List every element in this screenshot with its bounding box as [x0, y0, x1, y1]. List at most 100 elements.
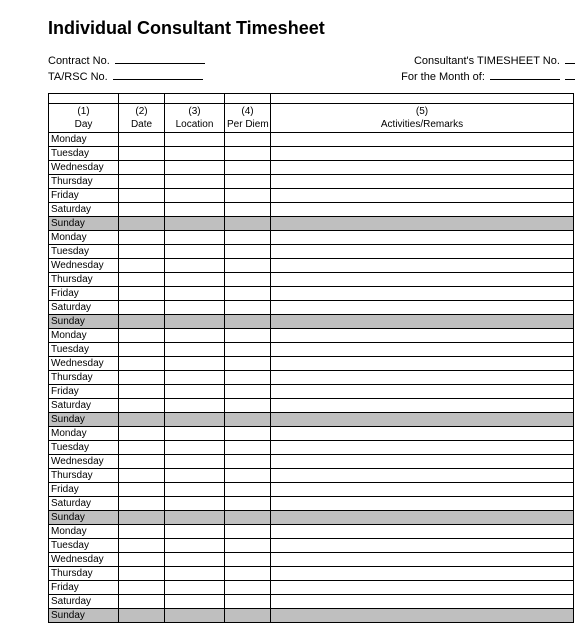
data-cell[interactable]	[119, 175, 165, 189]
data-cell[interactable]	[165, 343, 225, 357]
data-cell[interactable]	[165, 189, 225, 203]
data-cell[interactable]	[225, 385, 271, 399]
data-cell[interactable]	[165, 427, 225, 441]
data-cell[interactable]	[165, 525, 225, 539]
data-cell[interactable]	[271, 567, 574, 581]
data-cell[interactable]	[165, 455, 225, 469]
data-cell[interactable]	[165, 553, 225, 567]
data-cell[interactable]	[165, 371, 225, 385]
data-cell[interactable]	[271, 399, 574, 413]
data-cell[interactable]	[271, 609, 574, 623]
data-cell[interactable]	[271, 469, 574, 483]
data-cell[interactable]	[165, 315, 225, 329]
data-cell[interactable]	[225, 133, 271, 147]
data-cell[interactable]	[271, 581, 574, 595]
data-cell[interactable]	[225, 231, 271, 245]
data-cell[interactable]	[271, 511, 574, 525]
month-blank-2[interactable]	[565, 69, 575, 80]
data-cell[interactable]	[225, 553, 271, 567]
data-cell[interactable]	[165, 357, 225, 371]
data-cell[interactable]	[271, 273, 574, 287]
data-cell[interactable]	[225, 189, 271, 203]
data-cell[interactable]	[165, 539, 225, 553]
data-cell[interactable]	[271, 539, 574, 553]
data-cell[interactable]	[225, 581, 271, 595]
data-cell[interactable]	[271, 287, 574, 301]
data-cell[interactable]	[119, 343, 165, 357]
data-cell[interactable]	[271, 217, 574, 231]
data-cell[interactable]	[165, 203, 225, 217]
data-cell[interactable]	[119, 609, 165, 623]
data-cell[interactable]	[119, 455, 165, 469]
data-cell[interactable]	[119, 581, 165, 595]
data-cell[interactable]	[119, 483, 165, 497]
data-cell[interactable]	[225, 609, 271, 623]
data-cell[interactable]	[165, 567, 225, 581]
data-cell[interactable]	[271, 385, 574, 399]
data-cell[interactable]	[271, 315, 574, 329]
data-cell[interactable]	[271, 553, 574, 567]
data-cell[interactable]	[119, 133, 165, 147]
data-cell[interactable]	[119, 427, 165, 441]
data-cell[interactable]	[271, 427, 574, 441]
data-cell[interactable]	[165, 511, 225, 525]
data-cell[interactable]	[225, 483, 271, 497]
data-cell[interactable]	[225, 147, 271, 161]
data-cell[interactable]	[119, 413, 165, 427]
data-cell[interactable]	[225, 315, 271, 329]
data-cell[interactable]	[225, 441, 271, 455]
data-cell[interactable]	[271, 595, 574, 609]
data-cell[interactable]	[119, 147, 165, 161]
data-cell[interactable]	[225, 525, 271, 539]
data-cell[interactable]	[225, 539, 271, 553]
data-cell[interactable]	[165, 385, 225, 399]
data-cell[interactable]	[119, 371, 165, 385]
data-cell[interactable]	[165, 175, 225, 189]
data-cell[interactable]	[271, 525, 574, 539]
data-cell[interactable]	[165, 217, 225, 231]
data-cell[interactable]	[165, 287, 225, 301]
data-cell[interactable]	[225, 161, 271, 175]
data-cell[interactable]	[225, 357, 271, 371]
data-cell[interactable]	[119, 245, 165, 259]
data-cell[interactable]	[271, 357, 574, 371]
data-cell[interactable]	[119, 385, 165, 399]
data-cell[interactable]	[119, 399, 165, 413]
data-cell[interactable]	[119, 161, 165, 175]
data-cell[interactable]	[165, 245, 225, 259]
data-cell[interactable]	[271, 231, 574, 245]
data-cell[interactable]	[271, 455, 574, 469]
data-cell[interactable]	[119, 567, 165, 581]
data-cell[interactable]	[119, 357, 165, 371]
data-cell[interactable]	[225, 427, 271, 441]
data-cell[interactable]	[271, 175, 574, 189]
data-cell[interactable]	[225, 245, 271, 259]
data-cell[interactable]	[119, 511, 165, 525]
data-cell[interactable]	[165, 301, 225, 315]
data-cell[interactable]	[271, 161, 574, 175]
data-cell[interactable]	[225, 455, 271, 469]
data-cell[interactable]	[271, 245, 574, 259]
data-cell[interactable]	[271, 371, 574, 385]
data-cell[interactable]	[165, 413, 225, 427]
data-cell[interactable]	[271, 189, 574, 203]
data-cell[interactable]	[119, 539, 165, 553]
data-cell[interactable]	[271, 483, 574, 497]
data-cell[interactable]	[271, 413, 574, 427]
timesheet-blank[interactable]	[565, 53, 575, 64]
data-cell[interactable]	[271, 203, 574, 217]
data-cell[interactable]	[225, 595, 271, 609]
data-cell[interactable]	[119, 189, 165, 203]
data-cell[interactable]	[119, 301, 165, 315]
data-cell[interactable]	[119, 329, 165, 343]
data-cell[interactable]	[271, 133, 574, 147]
data-cell[interactable]	[271, 497, 574, 511]
data-cell[interactable]	[225, 203, 271, 217]
data-cell[interactable]	[225, 399, 271, 413]
data-cell[interactable]	[271, 329, 574, 343]
data-cell[interactable]	[119, 273, 165, 287]
data-cell[interactable]	[225, 511, 271, 525]
data-cell[interactable]	[165, 469, 225, 483]
data-cell[interactable]	[271, 343, 574, 357]
data-cell[interactable]	[225, 343, 271, 357]
